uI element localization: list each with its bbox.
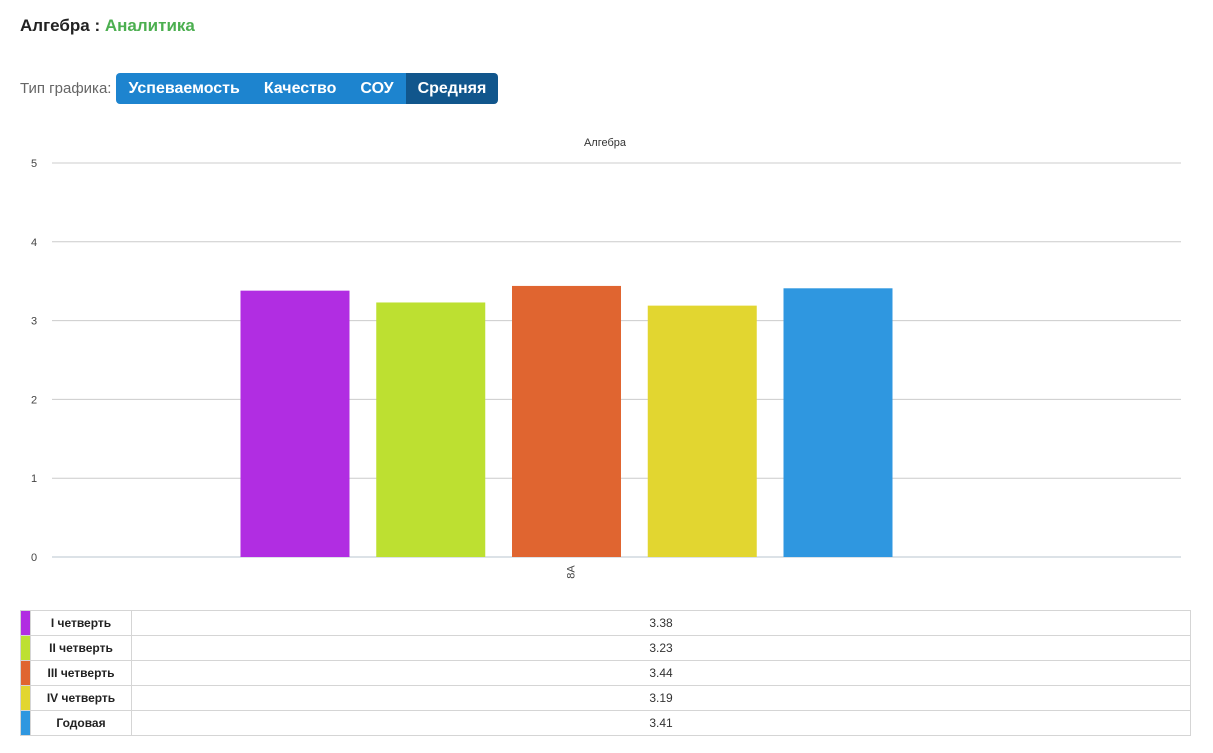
- bar-chart: Алгебра 0 1 2 3 4 5 8А: [31, 137, 1181, 579]
- chart-type-button-kachestvo[interactable]: Качество: [251, 73, 349, 104]
- y-tick-label: 5: [31, 158, 37, 170]
- legend-swatch: [20, 685, 31, 711]
- legend-series-name: I четверть: [30, 610, 132, 636]
- chart-type-toolbar: Тип графика: Успеваемость Качество СОУ С…: [20, 73, 499, 104]
- y-tick-label: 4: [31, 237, 37, 249]
- data-table: I четверть 3.38 II четверть 3.23 III четверт…: [20, 610, 1191, 736]
- legend-series-value: 3.41: [131, 710, 1191, 736]
- chart-type-button-sou[interactable]: СОУ: [348, 73, 406, 104]
- y-tick-label: 2: [31, 394, 37, 406]
- legend-swatch: [20, 635, 31, 661]
- bar[interactable]: [240, 290, 350, 557]
- chart-title: Алгебра: [584, 137, 627, 149]
- chart-type-button-srednyaya[interactable]: Средняя: [405, 73, 499, 104]
- table-row: II четверть 3.23: [20, 635, 1191, 661]
- legend-series-name: III четверть: [30, 660, 132, 686]
- legend-series-value: 3.38: [131, 610, 1191, 636]
- bar[interactable]: [647, 305, 757, 557]
- bar[interactable]: [376, 302, 486, 557]
- chart-type-label: Тип графика:: [20, 80, 112, 97]
- legend-swatch: [20, 660, 31, 686]
- y-tick-label: 0: [31, 552, 37, 564]
- legend-series-value: 3.23: [131, 635, 1191, 661]
- chart-type-buttons: Успеваемость Качество СОУ Средняя: [116, 73, 499, 104]
- legend-swatch: [20, 610, 31, 636]
- legend-swatch: [20, 710, 31, 736]
- table-row: I четверть 3.38: [20, 610, 1191, 636]
- chart-type-button-uspevaemost[interactable]: Успеваемость: [116, 73, 252, 104]
- x-category-label: 8А: [566, 565, 578, 579]
- legend-series-name: Годовая: [30, 710, 132, 736]
- y-tick-label: 3: [31, 316, 37, 328]
- bar[interactable]: [783, 288, 893, 557]
- legend-series-name: II четверть: [30, 635, 132, 661]
- section-name: Аналитика: [104, 16, 195, 35]
- legend-series-name: IV четверть: [30, 685, 132, 711]
- subject-name: Алгебра: [20, 16, 90, 35]
- bar[interactable]: [512, 285, 621, 557]
- legend-series-value: 3.44: [131, 660, 1191, 686]
- table-row: Годовая 3.41: [20, 710, 1191, 736]
- page-title: Алгебра : Аналитика: [20, 16, 195, 36]
- legend-series-value: 3.19: [131, 685, 1191, 711]
- title-separator: :: [94, 16, 101, 35]
- table-row: III четверть 3.44: [20, 660, 1191, 686]
- table-row: IV четверть 3.19: [20, 685, 1191, 711]
- y-tick-label: 1: [31, 473, 37, 485]
